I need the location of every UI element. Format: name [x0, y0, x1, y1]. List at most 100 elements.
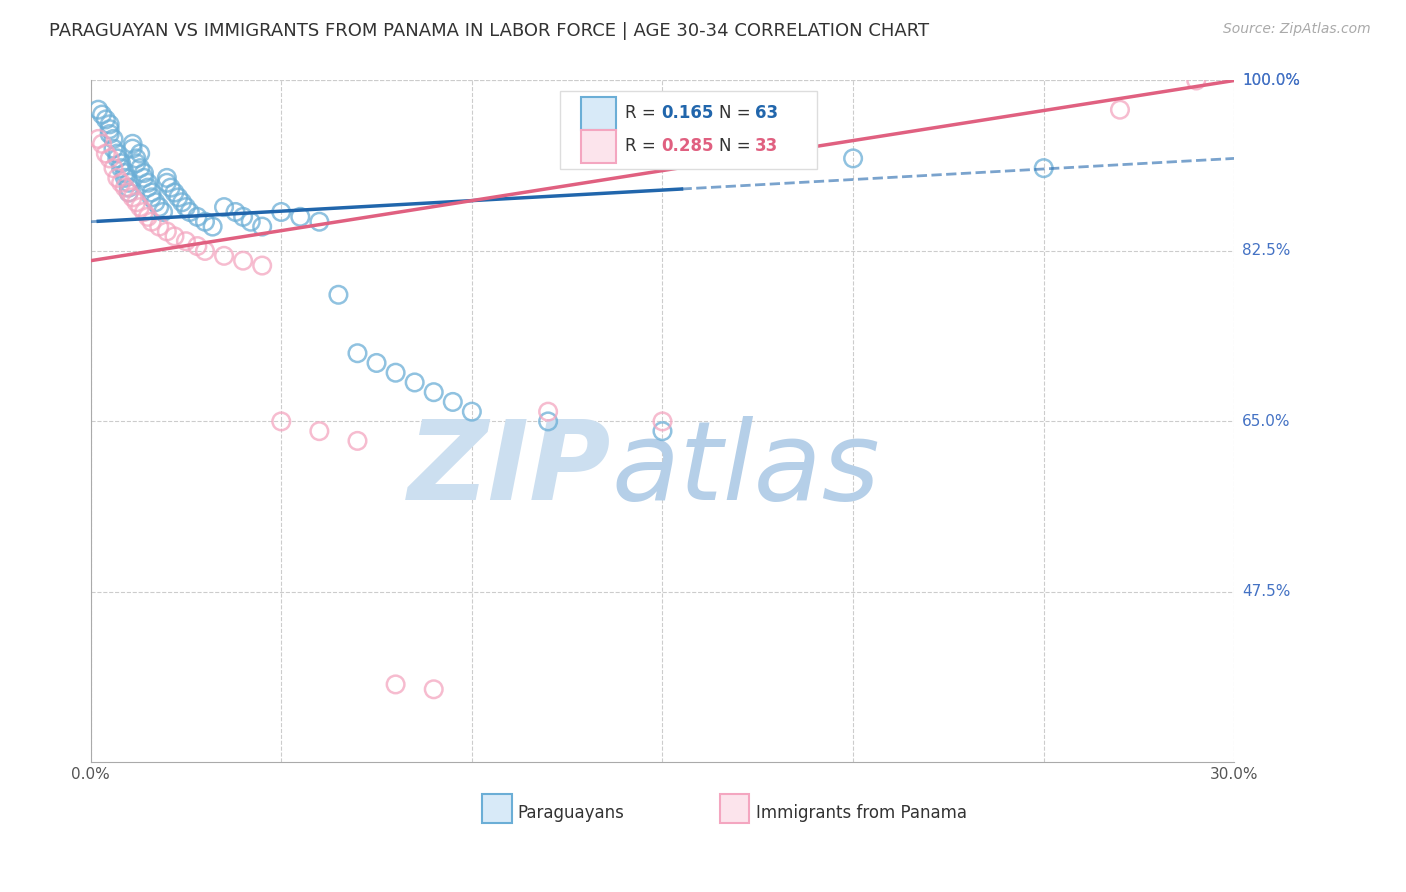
Point [159, 180, 181, 194]
Point [105, 170, 128, 185]
Point [125, 156, 148, 170]
Point [91, 136, 114, 151]
Point [290, 210, 312, 224]
Point [118, 186, 141, 200]
Text: atlas: atlas [612, 416, 880, 523]
Point [121, 136, 143, 151]
Text: R =: R = [624, 137, 661, 155]
Text: 100.0%: 100.0% [1241, 73, 1301, 88]
FancyBboxPatch shape [482, 795, 512, 823]
Point [156, 170, 179, 185]
Point [1185, 73, 1208, 87]
Point [384, 366, 406, 380]
Point [167, 190, 190, 204]
FancyBboxPatch shape [581, 130, 616, 162]
Point [163, 229, 186, 244]
Point [136, 180, 159, 194]
Point [141, 215, 163, 229]
Point [110, 176, 132, 190]
Point [145, 195, 167, 210]
Point [91, 107, 114, 121]
Point [239, 215, 262, 229]
Point [250, 259, 273, 273]
Point [132, 166, 155, 180]
Point [224, 205, 246, 219]
Point [163, 186, 186, 200]
Point [98, 152, 121, 166]
Point [98, 122, 121, 136]
Text: 0.165: 0.165 [661, 104, 714, 122]
Point [114, 170, 136, 185]
Point [366, 356, 388, 370]
Point [141, 190, 163, 204]
Text: 47.5%: 47.5% [1241, 584, 1291, 599]
Text: ZIP: ZIP [408, 416, 612, 523]
Text: 33: 33 [755, 137, 779, 155]
Point [110, 156, 132, 170]
Point [129, 200, 152, 214]
Point [346, 346, 368, 360]
Point [103, 161, 125, 176]
Point [94, 146, 117, 161]
Point [121, 190, 143, 204]
Point [174, 234, 197, 248]
Text: 82.5%: 82.5% [1241, 244, 1291, 259]
Point [441, 395, 464, 409]
Point [212, 249, 235, 263]
Point [308, 424, 330, 438]
Point [148, 200, 170, 214]
Point [232, 253, 254, 268]
Point [136, 176, 159, 190]
Point [129, 146, 152, 161]
FancyBboxPatch shape [720, 795, 749, 823]
Point [105, 152, 128, 166]
Point [110, 161, 132, 176]
Text: N =: N = [718, 104, 755, 122]
Point [308, 215, 330, 229]
Point [179, 205, 201, 219]
Point [105, 146, 128, 161]
Text: 100.0%: 100.0% [1241, 73, 1301, 88]
Point [94, 112, 117, 127]
Point [152, 205, 174, 219]
Point [156, 176, 179, 190]
Point [125, 152, 148, 166]
Point [132, 205, 155, 219]
FancyBboxPatch shape [560, 91, 817, 169]
Point [114, 180, 136, 194]
Point [232, 210, 254, 224]
Point [842, 152, 865, 166]
Point [422, 385, 444, 400]
Point [1032, 161, 1054, 176]
Point [87, 132, 110, 146]
Point [118, 180, 141, 194]
Point [328, 287, 350, 301]
Point [98, 117, 121, 131]
Point [125, 195, 148, 210]
Text: 63: 63 [755, 104, 779, 122]
Point [156, 224, 179, 238]
Point [194, 215, 217, 229]
Point [422, 682, 444, 697]
Point [537, 414, 560, 428]
Point [118, 186, 141, 200]
Point [103, 142, 125, 156]
Point [537, 405, 560, 419]
Point [136, 210, 159, 224]
Point [212, 200, 235, 214]
Point [103, 132, 125, 146]
Point [118, 176, 141, 190]
Text: R =: R = [624, 104, 661, 122]
Text: N =: N = [718, 137, 755, 155]
Point [651, 414, 673, 428]
Point [174, 200, 197, 214]
Text: 65.0%: 65.0% [1241, 414, 1291, 429]
Point [651, 424, 673, 438]
Text: Source: ZipAtlas.com: Source: ZipAtlas.com [1223, 22, 1371, 37]
Text: PARAGUAYAN VS IMMIGRANTS FROM PANAMA IN LABOR FORCE | AGE 30-34 CORRELATION CHAR: PARAGUAYAN VS IMMIGRANTS FROM PANAMA IN … [49, 22, 929, 40]
Point [114, 166, 136, 180]
Point [141, 186, 163, 200]
Point [194, 244, 217, 258]
Point [121, 142, 143, 156]
Text: Immigrants from Panama: Immigrants from Panama [756, 805, 967, 822]
